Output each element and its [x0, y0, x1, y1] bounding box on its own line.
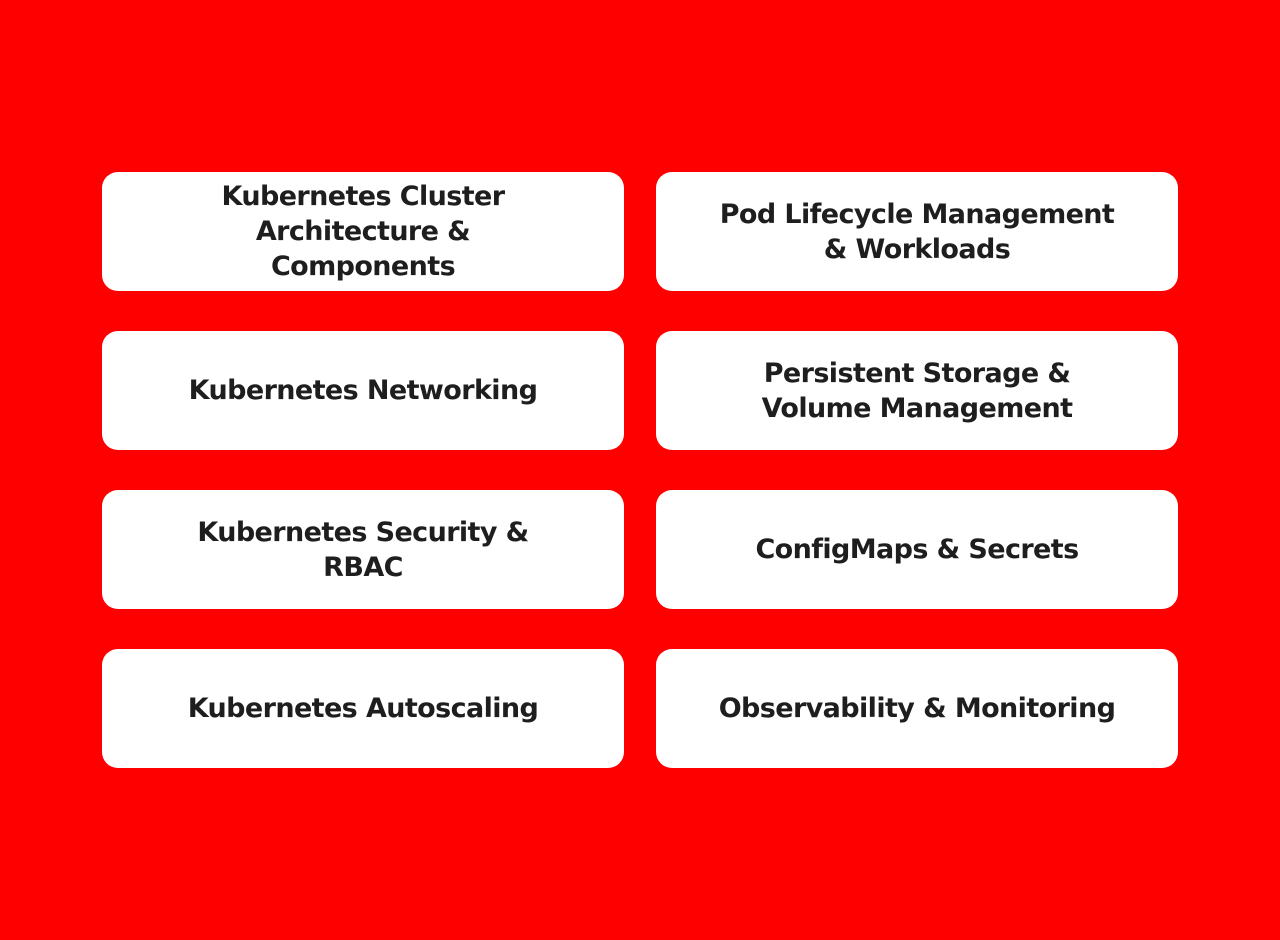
- topic-card-observability[interactable]: Observability & Monitoring: [656, 649, 1178, 768]
- topic-label: Observability & Monitoring: [718, 693, 1116, 724]
- topic-label: Pod Lifecycle Management & Workloads: [719, 198, 1115, 265]
- topic-label: Kubernetes Cluster Architecture & Compon…: [221, 181, 506, 282]
- topic-card-autoscaling[interactable]: Kubernetes Autoscaling: [102, 649, 624, 768]
- topic-label: ConfigMaps & Secrets: [755, 534, 1079, 565]
- topic-label: Kubernetes Security & RBAC: [197, 516, 529, 583]
- topic-card-security-rbac[interactable]: Kubernetes Security & RBAC: [102, 490, 624, 609]
- topic-label: Persistent Storage & Volume Management: [761, 357, 1073, 424]
- topic-label: Kubernetes Autoscaling: [187, 693, 539, 724]
- topic-card-pod-lifecycle[interactable]: Pod Lifecycle Management & Workloads: [656, 172, 1178, 291]
- topic-card-cluster-architecture[interactable]: Kubernetes Cluster Architecture & Compon…: [102, 172, 624, 291]
- topic-card-persistent-storage[interactable]: Persistent Storage & Volume Management: [656, 331, 1178, 450]
- topic-card-configmaps-secrets[interactable]: ConfigMaps & Secrets: [656, 490, 1178, 609]
- topic-grid: Kubernetes Cluster Architecture & Compon…: [102, 172, 1178, 768]
- topic-label: Kubernetes Networking: [188, 375, 538, 406]
- topic-card-networking[interactable]: Kubernetes Networking: [102, 331, 624, 450]
